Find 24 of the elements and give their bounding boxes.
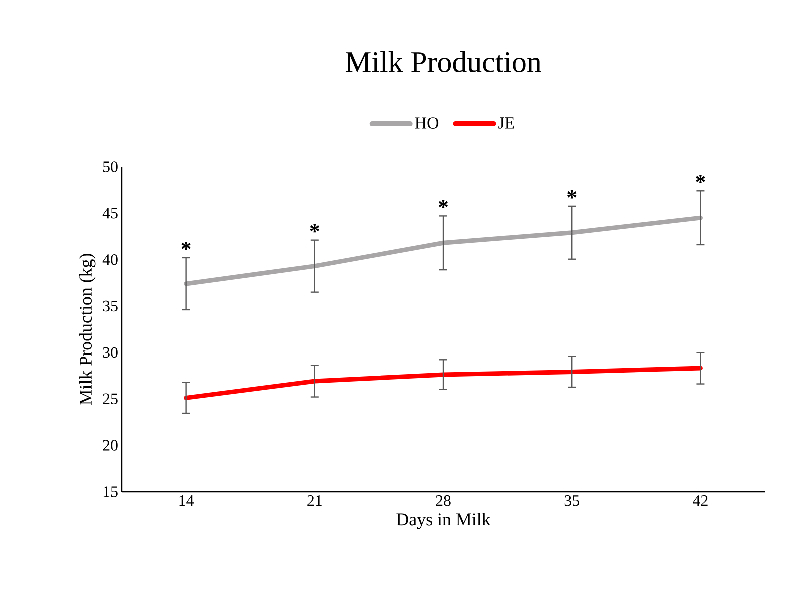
legend-label: JE [498,118,514,129]
y-tick-label: 30 [103,347,118,358]
annotation: * [438,200,448,208]
x-tick-label: 42 [693,496,708,506]
y-tick-label: 45 [102,208,118,219]
annotation: * [696,175,706,184]
x-tick-label: 28 [436,496,451,506]
y-tick-label: 40 [102,254,118,266]
chart-title: Milk Production [346,51,542,72]
x-tick-label: 14 [180,496,194,506]
y-tick-label: 15 [104,486,118,498]
y-tick-label: 35 [103,300,118,312]
annotation: * [310,224,320,233]
y-tick-label: 20 [103,440,118,451]
y-tick-label: 25 [103,394,118,404]
y-axis-title: Milk Production (kg) [79,254,96,406]
annotation: * [568,190,577,199]
y-tick-label: 50 [103,162,118,172]
legend-label: HO [415,118,439,129]
x-tick-label: 21 [308,496,322,506]
x-tick-label: 35 [564,496,580,506]
x-axis-title: Days in Milk [396,513,491,530]
line-series [184,366,703,400]
annotation: * [182,242,191,250]
